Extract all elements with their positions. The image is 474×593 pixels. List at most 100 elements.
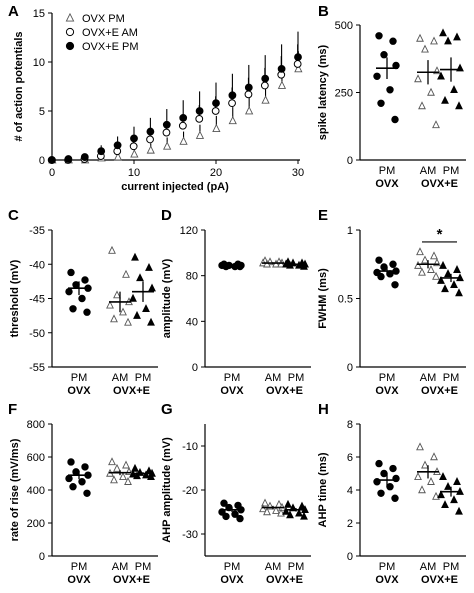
data-point <box>129 293 137 302</box>
y-axis-label: threshold (mV) <box>9 259 21 337</box>
data-point <box>244 83 253 92</box>
y-tick-label: 0 <box>347 155 353 167</box>
category-label: PM <box>71 372 88 384</box>
data-point <box>245 106 254 115</box>
data-point <box>228 99 236 108</box>
data-point <box>284 499 292 508</box>
data-point <box>418 101 426 110</box>
data-point <box>389 464 397 473</box>
data-point <box>78 294 86 303</box>
data-point <box>146 145 155 154</box>
data-point <box>72 468 80 476</box>
category-label: PM <box>379 165 396 177</box>
data-point <box>277 80 287 89</box>
y-tick-label: 2 <box>347 518 353 530</box>
data-point <box>455 506 463 515</box>
y-tick-label: -45 <box>29 294 45 306</box>
data-point <box>453 477 461 485</box>
data-point <box>439 28 447 37</box>
data-point <box>97 147 106 156</box>
data-point <box>430 36 438 45</box>
data-point <box>286 510 294 519</box>
y-tick-label: -50 <box>29 328 45 340</box>
series-0 <box>65 458 92 497</box>
y-axis-label: FWHM (ms) <box>317 268 329 329</box>
data-point <box>455 288 463 297</box>
data-point <box>261 74 270 83</box>
x-tick-label: 0 <box>49 167 55 179</box>
data-point <box>212 99 220 108</box>
y-tick-label: 0 <box>347 362 353 374</box>
series-0 <box>373 459 400 502</box>
y-tick-label: -55 <box>29 362 45 374</box>
data-point <box>162 128 171 137</box>
data-point <box>195 107 204 115</box>
data-point <box>78 478 86 486</box>
data-point <box>437 490 445 499</box>
y-tick-label: 5 <box>39 106 45 118</box>
data-point <box>380 263 388 271</box>
data-point <box>48 156 56 164</box>
category-label: PM <box>288 372 305 384</box>
data-point <box>441 284 449 293</box>
data-point <box>375 32 383 40</box>
data-point <box>450 495 458 504</box>
category-label: AM <box>112 372 129 384</box>
y-tick-label: 200 <box>27 518 45 530</box>
data-point <box>110 314 118 323</box>
group-label: OVX+E <box>421 385 458 397</box>
data-point <box>437 275 445 284</box>
data-point <box>391 494 399 502</box>
group-label: OVX <box>375 385 399 397</box>
y-tick-label: 1 <box>347 225 353 237</box>
data-point <box>179 113 188 122</box>
series-2 <box>437 260 464 297</box>
series-2 <box>129 463 156 481</box>
data-point <box>427 87 435 96</box>
data-point <box>69 305 77 313</box>
data-point <box>450 280 458 289</box>
y-tick-label: 0 <box>347 551 353 563</box>
data-point <box>414 472 422 481</box>
series-0 <box>373 32 400 124</box>
series-2 <box>437 28 464 110</box>
data-point <box>212 123 221 133</box>
data-point <box>67 268 75 277</box>
group-label: OVX+E <box>266 385 303 397</box>
group-label: OVX+E <box>113 385 150 397</box>
series-1 <box>414 442 441 500</box>
group-label: OVX <box>67 385 91 397</box>
series-1 <box>259 498 286 517</box>
series-2 <box>129 252 156 326</box>
data-point <box>293 60 302 68</box>
series-1 <box>106 245 133 326</box>
y-axis-label: AHP amplitude (mV) <box>161 437 173 543</box>
data-point <box>133 471 141 480</box>
data-point <box>386 483 394 491</box>
group-label: OVX <box>375 574 399 586</box>
data-point <box>148 283 156 292</box>
data-point <box>380 469 388 478</box>
data-point <box>441 95 449 104</box>
data-point <box>375 256 383 264</box>
panel-letter: E <box>318 207 328 224</box>
data-point <box>228 91 237 100</box>
data-point <box>81 463 89 471</box>
data-point <box>455 101 463 110</box>
x-tick-label: 20 <box>210 167 222 179</box>
series-2 <box>282 257 309 270</box>
series-1 <box>414 247 441 280</box>
group-label: OVX <box>67 574 91 586</box>
data-point <box>124 317 132 326</box>
group-label: OVX+E <box>266 574 303 586</box>
data-point <box>129 142 138 151</box>
significance-label: * <box>437 226 443 243</box>
data-point <box>113 463 121 472</box>
legend-entry: OVX PM <box>82 13 125 25</box>
data-point <box>122 460 130 469</box>
